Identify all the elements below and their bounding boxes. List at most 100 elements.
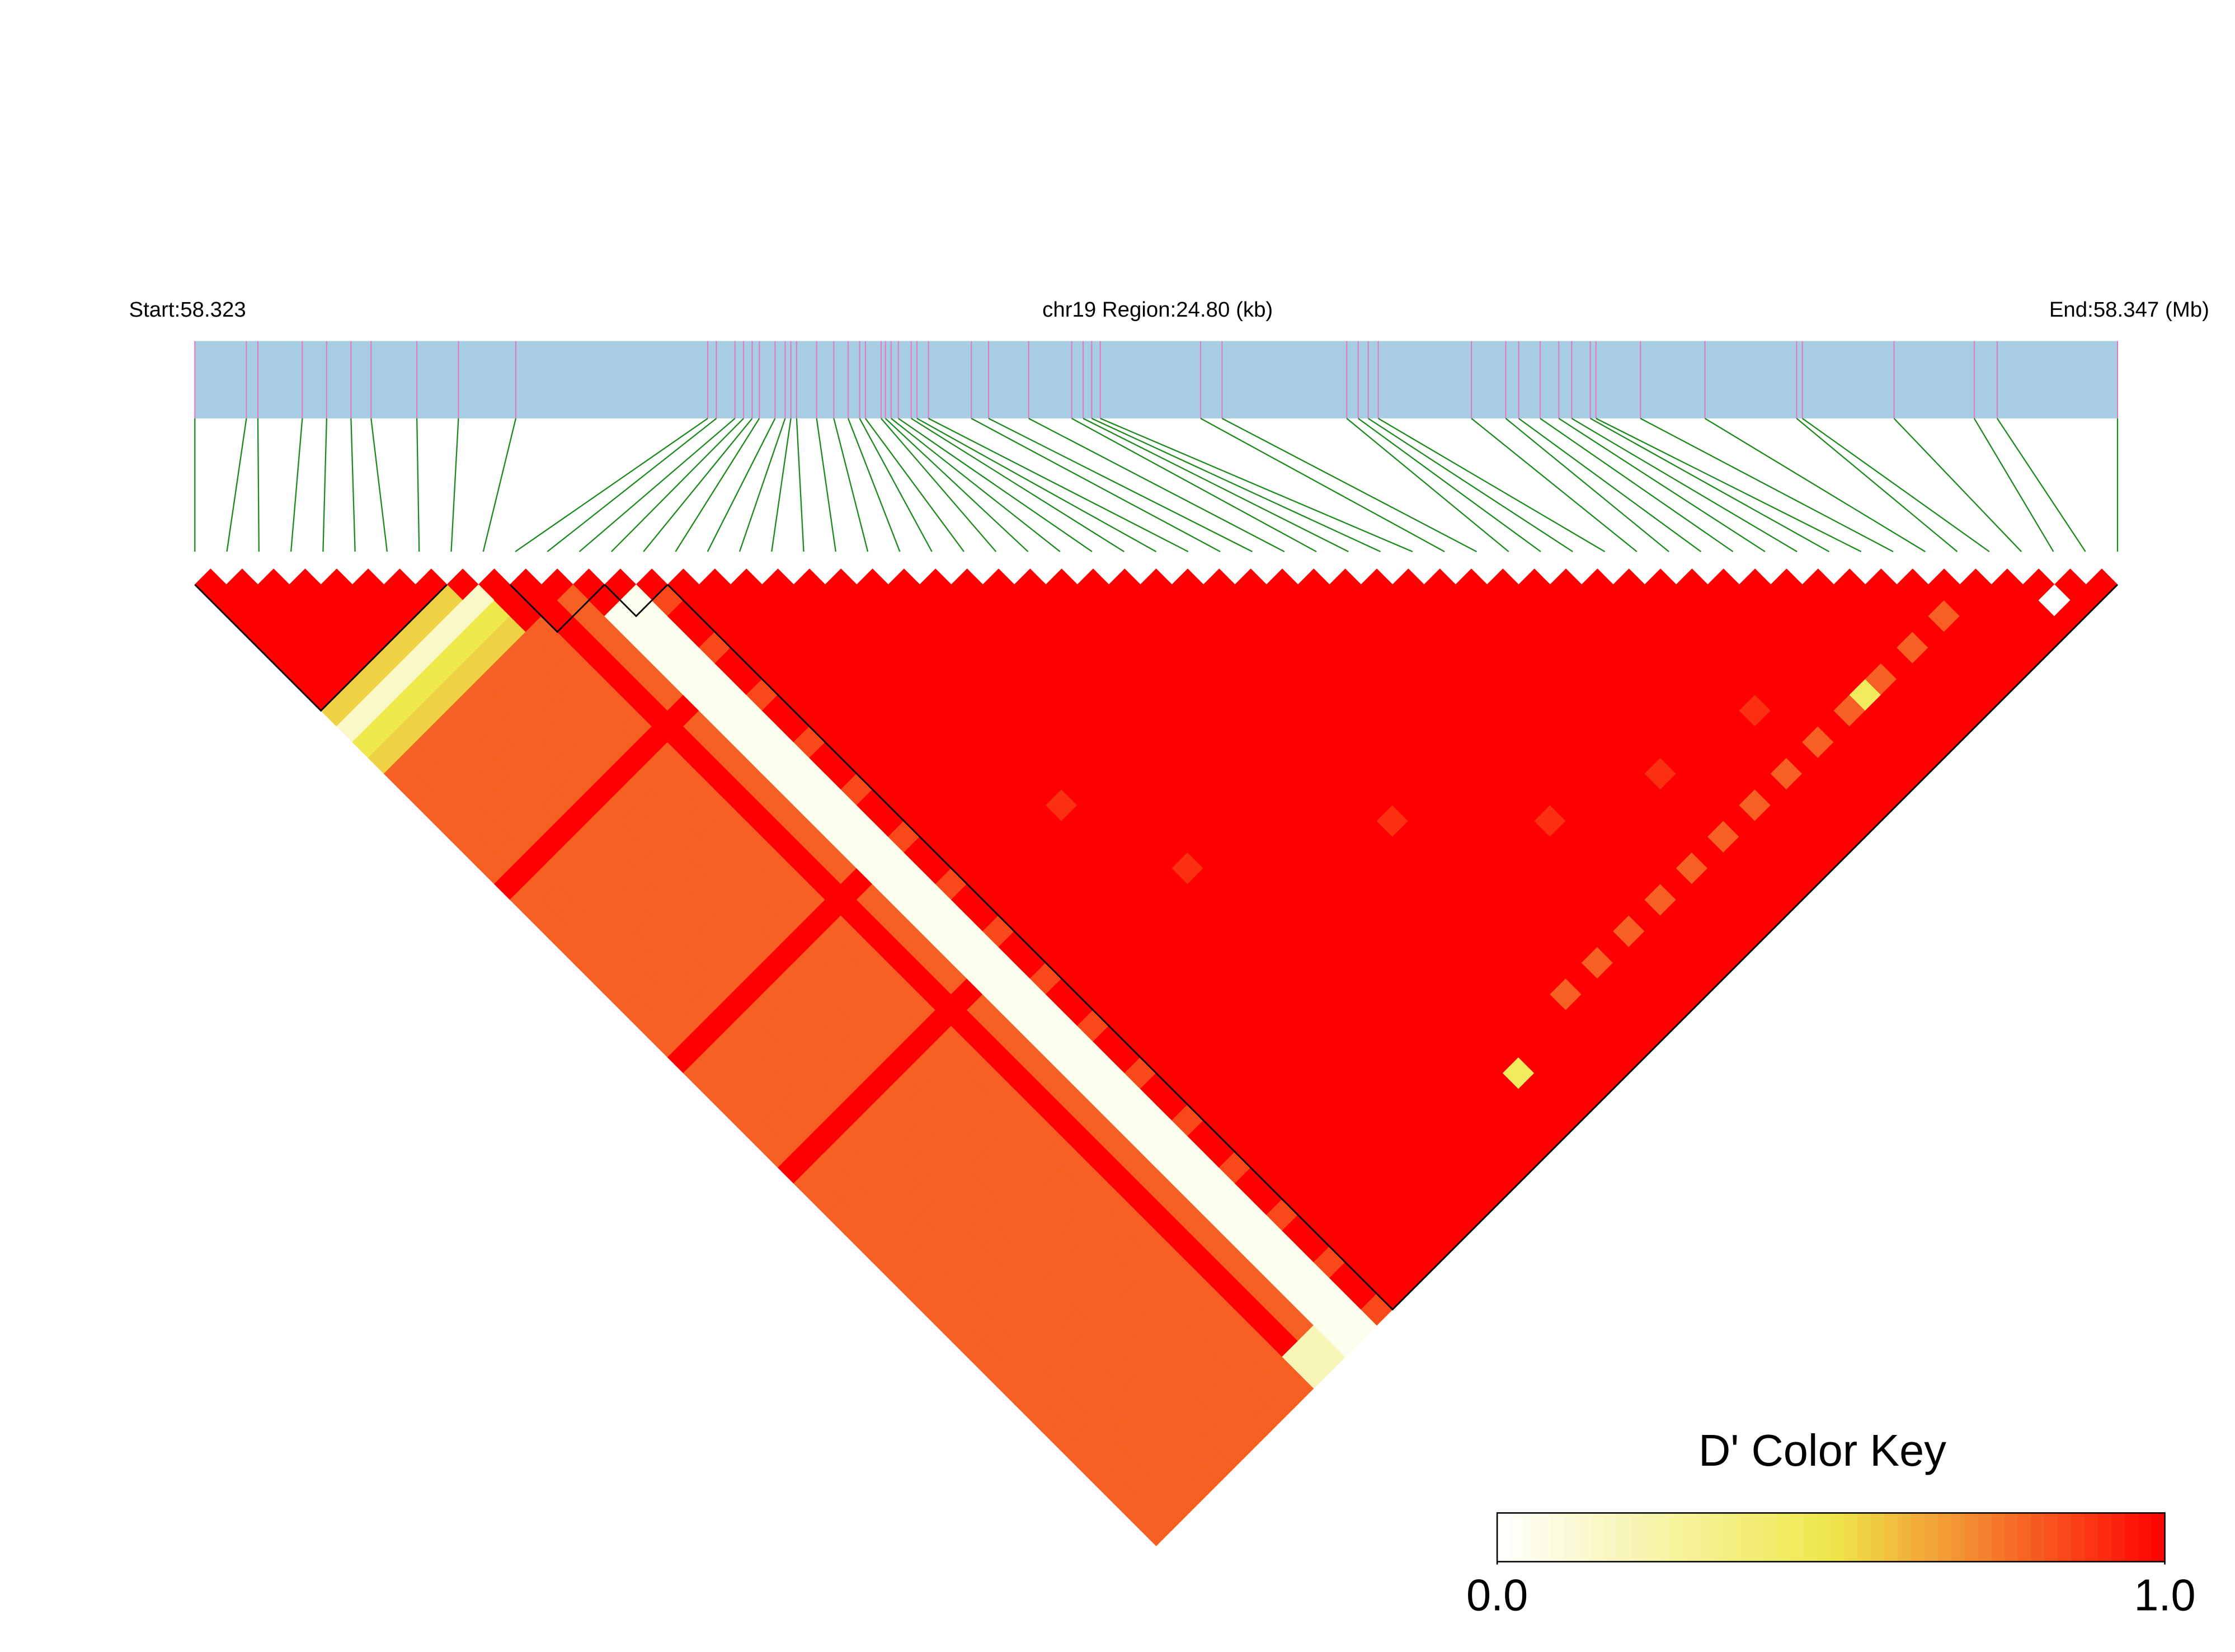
snp-connector <box>1368 417 1573 553</box>
snp-connector <box>898 417 1093 553</box>
legend-title: D' Color Key <box>1698 1425 1946 1475</box>
color-key-step <box>1724 1513 1738 1562</box>
snp-connector <box>928 417 1189 553</box>
snp-connector <box>884 418 1029 552</box>
snp-connector <box>1221 417 1477 553</box>
color-key-step <box>2044 1513 2059 1562</box>
snp-connector <box>816 418 836 552</box>
snp-connector <box>416 418 420 552</box>
snp-connector <box>226 418 247 552</box>
color-key-step <box>1591 1513 1605 1562</box>
color-key-step <box>1898 1513 1912 1562</box>
snp-connector <box>578 418 736 552</box>
color-key-step <box>2031 1513 2045 1562</box>
color-key-step <box>1884 1513 1899 1562</box>
color-key-step <box>2151 1513 2166 1562</box>
snp-connector <box>796 418 804 552</box>
color-key-step <box>1937 1513 1952 1562</box>
snp-connector <box>290 418 303 552</box>
snp-connector <box>611 418 744 552</box>
color-key-tick-label: 0.0 <box>1466 1570 1528 1620</box>
color-key-step <box>1550 1513 1565 1562</box>
snp-connector <box>482 418 517 552</box>
ld-block <box>604 583 669 618</box>
color-key-step <box>2058 1513 2072 1562</box>
ld-block <box>509 583 605 633</box>
region-label: chr19 Region:24.80 (kb) <box>1042 298 1273 322</box>
color-key-step <box>1497 1513 1512 1562</box>
snp-connector <box>450 418 459 552</box>
color-key-step <box>1737 1513 1752 1562</box>
snp-connector <box>1640 417 1894 553</box>
color-key-step <box>2111 1513 2125 1562</box>
color-key-step <box>1523 1513 1538 1562</box>
color-key-step <box>1630 1513 1645 1562</box>
color-key-step <box>1991 1513 2006 1562</box>
color-key-step <box>1924 1513 1938 1562</box>
snp-connector <box>1704 417 1926 553</box>
snp-connector <box>1796 418 1958 552</box>
color-key-step <box>1831 1513 1845 1562</box>
snp-connector <box>864 418 964 552</box>
snp-connector <box>643 418 753 552</box>
snp-connector <box>1358 417 1541 553</box>
color-key-step <box>1871 1513 1885 1562</box>
color-key-step <box>1684 1513 1698 1562</box>
color-key-step <box>1671 1513 1685 1562</box>
snp-connector <box>1596 417 1862 553</box>
snp-connector <box>1505 418 1669 552</box>
snp-connector <box>1083 417 1349 553</box>
ld-block <box>194 583 448 712</box>
snp-connector <box>1200 417 1445 553</box>
color-key-step <box>1657 1513 1672 1562</box>
snp-connector <box>1996 418 2086 552</box>
color-key-step <box>1791 1513 1805 1562</box>
color-key-step <box>1511 1513 1524 1562</box>
snp-connector <box>370 418 388 552</box>
color-key-step <box>2138 1513 2152 1562</box>
color-key-step <box>1964 1513 1979 1562</box>
color-key-step <box>2005 1513 2018 1562</box>
snp-connector <box>1091 417 1381 553</box>
color-key-step <box>1564 1513 1578 1562</box>
color-key-frame <box>1496 1512 2166 1562</box>
snp-connector <box>738 418 786 552</box>
color-key-step <box>1951 1513 1965 1562</box>
snp-connector <box>707 418 776 552</box>
color-key-step <box>1777 1513 1792 1562</box>
color-key-step <box>1604 1513 1618 1562</box>
snp-connector <box>1028 417 1285 553</box>
snp-connector <box>1518 417 1702 553</box>
snp-connector <box>1893 418 2022 552</box>
color-key-step <box>1911 1513 1925 1562</box>
snp-connector <box>848 418 901 552</box>
color-key-step <box>1751 1513 1765 1562</box>
snp-connector <box>547 418 717 552</box>
color-key-step <box>1817 1513 1832 1562</box>
snp-connector <box>1471 418 1638 552</box>
end-label: End:58.347 (Mb) <box>2049 298 2209 322</box>
color-key-step <box>1537 1513 1551 1562</box>
color-key-step <box>2124 1513 2139 1562</box>
snp-connector <box>1802 417 1990 553</box>
color-key-step <box>2098 1513 2112 1562</box>
snp-connector <box>1071 417 1317 553</box>
snp-connector <box>988 417 1253 553</box>
color-key-tick-label: 1.0 <box>2134 1570 2195 1620</box>
snp-connector <box>1571 417 1798 553</box>
color-key-step <box>1711 1513 1725 1562</box>
snp-connector <box>916 417 1157 553</box>
snp-connector <box>322 418 328 552</box>
color-key-step <box>2071 1513 2086 1562</box>
snp-connector <box>257 418 260 552</box>
color-key-step <box>1844 1513 1858 1562</box>
snp-connector <box>1590 417 1830 553</box>
color-key-step <box>1697 1513 1712 1562</box>
snp-connector <box>891 418 1061 552</box>
color-key-step <box>1764 1513 1778 1562</box>
snp-connector <box>1346 418 1509 552</box>
snp-connector <box>1558 417 1766 553</box>
snp-connector <box>1377 417 1606 553</box>
start-label: Start:58.323 <box>129 298 246 322</box>
